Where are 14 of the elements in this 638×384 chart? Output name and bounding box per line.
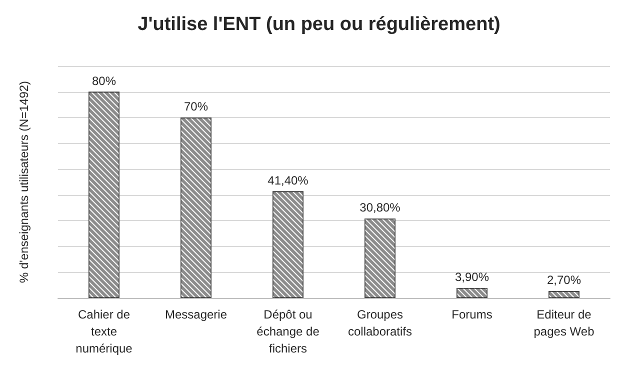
y-axis-title: % d'enseignants utilisateurs (N=1492) <box>17 80 31 284</box>
data-label: 3,90% <box>454 270 490 284</box>
data-label: 41,40% <box>268 173 309 188</box>
data-label: 30,80% <box>360 200 401 215</box>
x-tick-label: Cahier de texte numérique <box>76 308 133 356</box>
x-tick-label: Messagerie <box>164 308 228 322</box>
data-label: 80% <box>92 74 116 88</box>
x-tick-label: Forums <box>452 308 492 322</box>
data-label: 70% <box>184 100 208 114</box>
chart-title: J'utilise l'ENT (un peu ou régulièrement) <box>138 14 500 35</box>
data-label: 2,70% <box>546 273 582 288</box>
x-tick-label: Editeur de pages Web <box>534 308 595 338</box>
x-tick-label: Dépôt ou échange de fichiers <box>256 308 320 356</box>
x-tick-label: Groupes collaboratifs <box>348 308 412 338</box>
